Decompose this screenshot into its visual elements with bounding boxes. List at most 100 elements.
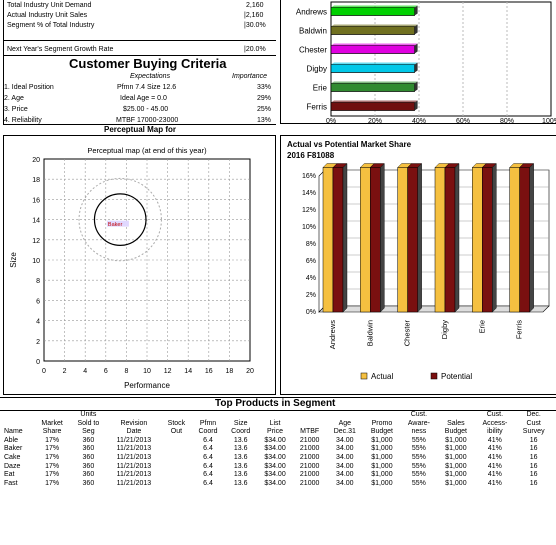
table-cell: Eat [4, 471, 15, 479]
table-cell: 6.4 [203, 436, 213, 444]
bar-side [414, 62, 418, 73]
table-cell: $1,000 [445, 479, 467, 487]
table-cell: 55% [411, 479, 426, 487]
column-header [293, 411, 326, 420]
table-cell: $34.00 [264, 471, 286, 479]
market-share-panel: Actual vs Potential Market Share 2016 F81… [280, 135, 556, 395]
column-header: ness [411, 428, 427, 436]
table-cell [161, 480, 191, 489]
table-cell: 34.00 [336, 462, 354, 470]
bar-top [331, 5, 418, 8]
category-label: Baldwin [299, 27, 327, 36]
column-header: Share [42, 428, 62, 436]
table-cell [161, 437, 191, 446]
y-tick-label: 8 [36, 278, 40, 285]
table-cell: 34.00 [336, 436, 354, 444]
criteria-importance: 29% [257, 95, 272, 102]
table-cell: 6.4 [203, 462, 213, 470]
column-header: Name [4, 428, 23, 436]
column-header [2, 411, 34, 420]
bar-top [331, 100, 418, 103]
table-cell: 21000 [299, 462, 320, 470]
criteria-importance: 25% [257, 106, 272, 113]
column-header: Size [233, 419, 248, 427]
table-cell: $34.00 [264, 445, 286, 453]
table-cell: Daze [4, 462, 21, 470]
table-row: Baker 17% 360 11/21/2013 6.4 13.6 $34.00 21000 3… [2, 445, 552, 454]
criteria-importance: 13% [257, 117, 272, 124]
column-header: Price [267, 428, 283, 436]
table-cell: 34.00 [336, 445, 354, 453]
table-row: Daze 17% 360 11/21/2013 6.4 13.6 $34.00 21000 34… [2, 463, 552, 472]
y-tick-label: 0 [36, 359, 40, 366]
bar [322, 167, 334, 313]
column-header: Cust. [410, 411, 428, 418]
bar [397, 167, 408, 313]
table-cell: 11/21/2013 [116, 479, 152, 487]
table-cell: 41% [487, 471, 502, 479]
column-header: Out [170, 428, 183, 436]
criteria-expectation: $25.00 - 45.00 [123, 106, 169, 113]
table-cell: 55% [411, 462, 426, 470]
perceptual-map-panel: Perceptual map (at end of this year) 0 2 4 6… [3, 135, 276, 395]
table-cell: $1,000 [445, 462, 467, 470]
y-tick-label: 20 [32, 157, 40, 164]
table-header-row: Market Sold to Revision Stock Pfmn Size List Ag… [2, 420, 552, 429]
segment-circle [93, 193, 147, 246]
table-cell: 21000 [299, 453, 320, 461]
bar-top [331, 24, 418, 27]
table-cell: 11/21/2013 [116, 471, 152, 479]
bar [370, 167, 381, 313]
bar-side [414, 81, 418, 92]
bar-top [331, 81, 418, 84]
top-products-title: Top Products in Segment [215, 398, 336, 409]
bar-side [414, 100, 418, 111]
y-tick-label: 16% [302, 173, 316, 180]
segment-pct-label: Segment % of Total Industry [7, 22, 95, 29]
table-cell: 16 [529, 436, 538, 444]
table-cell: 13.6 [233, 453, 248, 461]
table-cell: 21000 [299, 479, 320, 487]
column-header [257, 411, 293, 420]
table-cell: 34.00 [336, 479, 354, 487]
column-header: Survey [522, 428, 545, 436]
table-row: Cake 17% 360 11/21/2013 6.4 13.6 $34.00 21000 34… [2, 454, 552, 463]
table-cell: 17% [45, 479, 60, 487]
y-tick-label: 2% [306, 292, 316, 299]
bar [482, 167, 493, 313]
criteria-col-importance: Importance [232, 73, 268, 80]
bar [509, 167, 520, 313]
table-cell: 360 [82, 462, 95, 470]
table-cell: $34.00 [264, 462, 286, 470]
table-cell: $34.00 [264, 436, 286, 444]
bar [330, 83, 415, 92]
bar [407, 167, 418, 313]
table-cell: 34.00 [336, 471, 354, 479]
growth-rate-value: |20.0% [244, 46, 266, 53]
table-cell: 55% [411, 471, 426, 479]
bar-side [342, 163, 348, 313]
tick-label: 60% [456, 118, 470, 124]
table-cell: 17% [45, 462, 60, 470]
legend-label: Actual [371, 372, 393, 381]
y-tick-label: 14 [32, 218, 40, 225]
table-cell: 17% [45, 436, 60, 444]
x-tick-label: 8 [124, 368, 128, 375]
perceptual-map-header: Perceptual Map for [104, 125, 177, 134]
column-header: Sold to [77, 419, 100, 427]
table-cell: 16 [529, 462, 538, 470]
criteria-name: 1. Ideal Position [4, 84, 54, 91]
column-header [363, 411, 400, 420]
x-tick-label: 10 [143, 368, 151, 375]
category-label: Ferris [307, 103, 327, 112]
bar [330, 26, 415, 35]
industry-demand-label: Total Industry Unit Demand [7, 2, 92, 9]
table-cell: $1,000 [371, 436, 393, 444]
table-cell: $1,000 [371, 479, 393, 487]
table-cell: $1,000 [371, 445, 393, 453]
column-header: Age [338, 419, 352, 427]
horizontal-share-chart: Andrews Baldwin Chester Digby Erie Ferris 0% 20… [280, 0, 556, 125]
table-cell: 41% [487, 436, 502, 444]
y-tick-label: 12% [302, 207, 316, 214]
industry-sales-label: Actual Industry Unit Sales [7, 12, 88, 19]
